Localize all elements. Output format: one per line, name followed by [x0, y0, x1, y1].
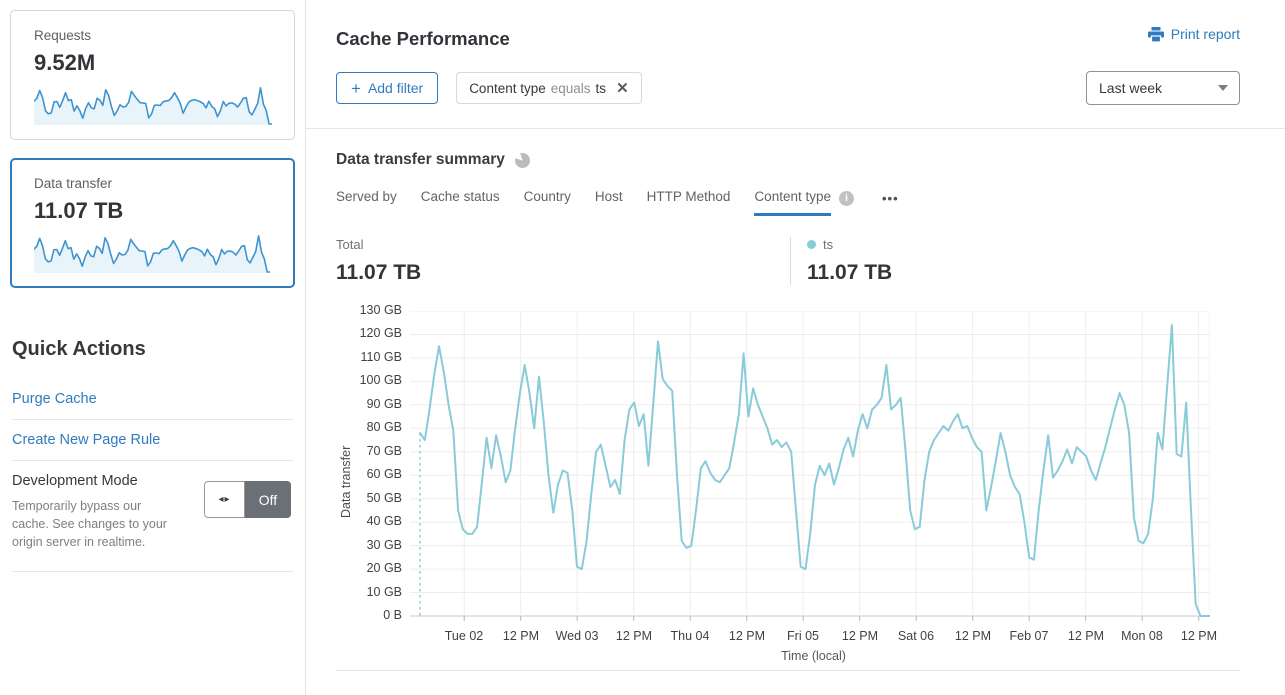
requests-value: 9.52M: [34, 50, 96, 75]
page-title: Cache Performance: [336, 28, 510, 49]
create-page-rule-link[interactable]: Create New Page Rule: [12, 432, 161, 448]
data-transfer-label: Data transfer: [34, 176, 113, 191]
requests-metric-card[interactable]: Requests 9.52M: [10, 10, 295, 140]
filter-operator: equals: [550, 80, 591, 96]
data-transfer-metric-card[interactable]: Data transfer 11.07 TB: [10, 158, 295, 288]
data-transfer-value: 11.07 TB: [34, 198, 124, 223]
chevron-down-icon: [1218, 85, 1228, 91]
toggle-arrows-icon: ◂▸: [204, 481, 245, 518]
development-mode-toggle[interactable]: ◂▸ Off: [204, 481, 291, 518]
time-range-value: Last week: [1099, 80, 1163, 96]
printer-icon: [1147, 26, 1164, 42]
divider: [12, 460, 293, 461]
filter-value: ts: [595, 80, 607, 96]
tab-cache-status[interactable]: Cache status: [420, 189, 500, 204]
x-axis-title: Time (local): [781, 649, 846, 663]
summary-title: Data transfer summary: [336, 151, 505, 168]
series-legend: ts 11.07 TB: [791, 237, 892, 285]
requests-label: Requests: [34, 28, 92, 43]
data-transfer-summary-section: Data transfer summary Served by Cache st…: [306, 129, 1285, 671]
data-transfer-sparkline: [34, 234, 270, 273]
y-axis-title: Data transfer: [339, 445, 353, 519]
print-report-button[interactable]: Print report: [1147, 26, 1240, 42]
divider: [790, 237, 791, 285]
tab-served-by[interactable]: Served by: [336, 189, 397, 204]
tab-http-method[interactable]: HTTP Method: [646, 189, 731, 204]
info-icon[interactable]: i: [839, 190, 854, 206]
development-mode-block: Development Mode Temporarily bypass our …: [12, 461, 293, 572]
requests-sparkline: [34, 86, 272, 125]
time-range-select[interactable]: Last week: [1086, 71, 1240, 105]
legend-dot-icon: [807, 240, 816, 249]
tab-country[interactable]: Country: [523, 189, 571, 204]
add-filter-button[interactable]: + Add filter: [336, 72, 439, 104]
totals-row: Total 11.07 TB ts 11.07 TB: [336, 237, 1240, 285]
main-panel: Cache Performance Print report + Add fil…: [306, 0, 1285, 695]
filter-chip-content-type: Content type equals ts ✕: [456, 72, 642, 104]
total-value: 11.07 TB: [336, 261, 422, 284]
add-filter-label: Add filter: [367, 80, 424, 96]
purge-cache-link[interactable]: Purge Cache: [12, 391, 97, 407]
data-transfer-chart: Data transfer 0 B 10 GB 20 GB 30 GB 40 GB 50 …: [336, 299, 1240, 671]
legend-series-value: 11.07 TB: [807, 261, 893, 284]
tab-content-type[interactable]: Content type: [754, 189, 831, 216]
plus-icon: +: [351, 78, 361, 98]
analytics-sidebar: Requests 9.52M Data transfer 11.07 TB Qu…: [0, 0, 306, 695]
tab-host[interactable]: Host: [594, 189, 623, 204]
time-series-plot: [410, 311, 1210, 621]
close-icon[interactable]: ✕: [616, 80, 629, 97]
pie-chart-icon: [514, 152, 530, 168]
dimension-tabs: Served by Cache status Country Host HTTP…: [336, 189, 1240, 216]
divider: [12, 419, 293, 420]
filter-field: Content type: [469, 80, 546, 96]
toggle-off-state: Off: [245, 481, 291, 518]
print-report-label: Print report: [1170, 26, 1240, 42]
development-mode-title: Development Mode: [12, 473, 138, 489]
quick-actions-title: Quick Actions: [12, 338, 146, 360]
development-mode-description: Temporarily bypass our cache. See change…: [12, 499, 167, 549]
main-header: Cache Performance Print report + Add fil…: [306, 0, 1285, 129]
legend-series-name: ts: [823, 237, 834, 252]
total-label: Total: [336, 237, 364, 252]
more-options-icon[interactable]: •••: [882, 190, 899, 206]
quick-actions-section: Quick Actions Purge Cache Create New Pag…: [10, 306, 295, 574]
